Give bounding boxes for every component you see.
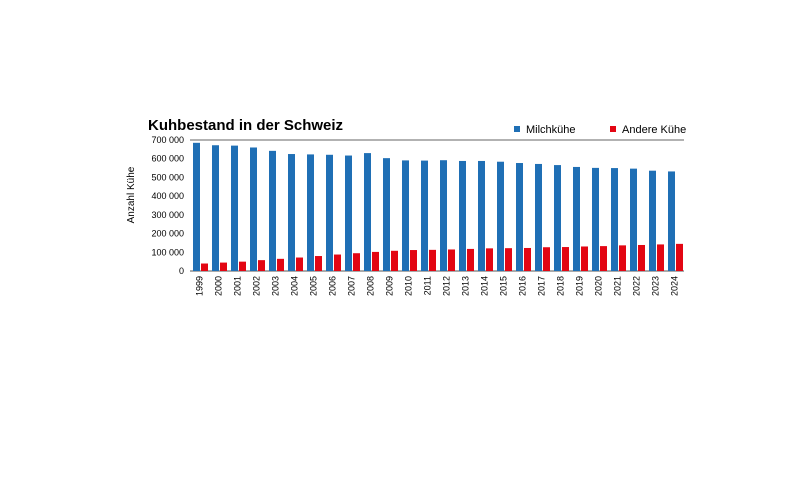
bar-milchkuehe <box>497 161 504 271</box>
bar-andere-kuehe <box>448 249 455 271</box>
bar-andere-kuehe <box>429 249 436 271</box>
y-tick-label: 200 000 <box>151 229 184 239</box>
bar-andere-kuehe <box>410 250 417 271</box>
bar-andere-kuehe <box>334 254 341 271</box>
bar-milchkuehe <box>535 163 542 271</box>
bar-milchkuehe <box>383 158 390 271</box>
bar-andere-kuehe <box>638 244 645 271</box>
x-tick-label: 2022 <box>632 276 642 296</box>
bar-andere-kuehe <box>220 262 227 271</box>
bar-andere-kuehe <box>258 260 265 271</box>
bar-andere-kuehe <box>562 247 569 271</box>
bar-milchkuehe <box>440 160 447 271</box>
bar-milchkuehe <box>421 160 428 271</box>
bar-andere-kuehe <box>201 263 208 271</box>
bar-andere-kuehe <box>657 244 664 271</box>
y-tick-label: 700 000 <box>151 135 184 145</box>
y-tick-label: 600 000 <box>151 154 184 164</box>
bar-andere-kuehe <box>676 243 683 271</box>
bar-andere-kuehe <box>524 247 531 271</box>
legend-label-andere-kuehe: Andere Kühe <box>622 124 686 136</box>
x-tick-label: 2001 <box>233 276 243 296</box>
y-tick-label: 400 000 <box>151 191 184 201</box>
legend-swatch-andere-kuehe <box>610 126 616 132</box>
x-tick-label: 2016 <box>518 276 528 296</box>
bar-andere-kuehe <box>600 246 607 271</box>
x-tick-label: 2005 <box>309 276 319 296</box>
bar-milchkuehe <box>231 145 238 271</box>
y-axis-label: Anzahl Kühe <box>126 166 137 223</box>
x-axis-ticks: 1999 2000 2001 2002 2003 2004 2005 2006 2007 2008… <box>195 276 680 296</box>
legend-swatch-milchkuehe <box>514 126 520 132</box>
bar-andere-kuehe <box>543 247 550 271</box>
y-tick-label: 300 000 <box>151 210 184 220</box>
bar-andere-kuehe <box>277 258 284 271</box>
x-tick-label: 2021 <box>613 276 623 296</box>
bar-andere-kuehe <box>467 248 474 271</box>
x-tick-label: 2014 <box>480 276 490 296</box>
y-tick-label: 100 000 <box>151 247 184 257</box>
x-tick-label: 2003 <box>271 276 281 296</box>
x-tick-label: 2006 <box>328 276 338 296</box>
x-tick-label: 2018 <box>556 276 566 296</box>
x-tick-label: 2017 <box>537 276 547 296</box>
bar-milchkuehe <box>516 163 523 271</box>
x-tick-label: 2000 <box>214 276 224 296</box>
bar-milchkuehe <box>212 145 219 271</box>
legend-label-milchkuehe: Milchkühe <box>526 124 576 136</box>
bar-milchkuehe <box>554 165 561 271</box>
bar-milchkuehe <box>668 171 675 271</box>
x-tick-label: 2020 <box>594 276 604 296</box>
x-tick-label: 2002 <box>252 276 262 296</box>
bar-andere-kuehe <box>372 251 379 271</box>
bar-milchkuehe <box>269 150 276 271</box>
x-tick-label: 2011 <box>423 276 433 295</box>
x-tick-label: 2015 <box>499 276 509 296</box>
bar-milchkuehe <box>326 154 333 271</box>
y-tick-label: 500 000 <box>151 172 184 182</box>
bar-andere-kuehe <box>619 245 626 271</box>
x-tick-label: 2008 <box>366 276 376 296</box>
x-tick-label: 2019 <box>575 276 585 296</box>
bar-andere-kuehe <box>353 253 360 271</box>
y-tick-label: 0 <box>179 266 184 276</box>
x-tick-label: 2009 <box>385 276 395 296</box>
legend: Milchkühe Andere Kühe <box>514 124 686 136</box>
bar-milchkuehe <box>250 147 257 271</box>
x-tick-label: 1999 <box>195 276 205 296</box>
y-axis-ticks: 0 100 000 200 000 300 000 400 000 500 000 600 … <box>151 135 184 276</box>
bar-milchkuehe <box>459 160 466 271</box>
bar-milchkuehe <box>402 160 409 271</box>
x-tick-label: 2013 <box>461 276 471 296</box>
bar-andere-kuehe <box>315 256 322 271</box>
bar-milchkuehe <box>611 168 618 271</box>
x-tick-label: 2024 <box>670 276 680 296</box>
bar-milchkuehe <box>193 142 200 271</box>
chart-title: Kuhbestand in der Schweiz <box>148 117 343 134</box>
bar-andere-kuehe <box>239 261 246 271</box>
x-tick-label: 2004 <box>290 276 300 296</box>
bar-milchkuehe <box>573 166 580 271</box>
bar-milchkuehe <box>649 170 656 271</box>
bar-andere-kuehe <box>581 246 588 271</box>
x-tick-label: 2010 <box>404 276 414 296</box>
bar-milchkuehe <box>630 168 637 271</box>
bar-milchkuehe <box>592 167 599 271</box>
bar-milchkuehe <box>345 155 352 271</box>
bar-milchkuehe <box>364 153 371 271</box>
bar-andere-kuehe <box>505 248 512 271</box>
bar-andere-kuehe <box>391 250 398 271</box>
bar-andere-kuehe <box>486 248 493 271</box>
x-tick-label: 2023 <box>651 276 661 296</box>
x-tick-label: 2007 <box>347 276 357 296</box>
bar-milchkuehe <box>288 154 295 271</box>
x-tick-label: 2012 <box>442 276 452 296</box>
bar-milchkuehe <box>307 154 314 271</box>
bar-milchkuehe <box>478 160 485 271</box>
bars <box>193 142 683 271</box>
bar-andere-kuehe <box>296 257 303 271</box>
